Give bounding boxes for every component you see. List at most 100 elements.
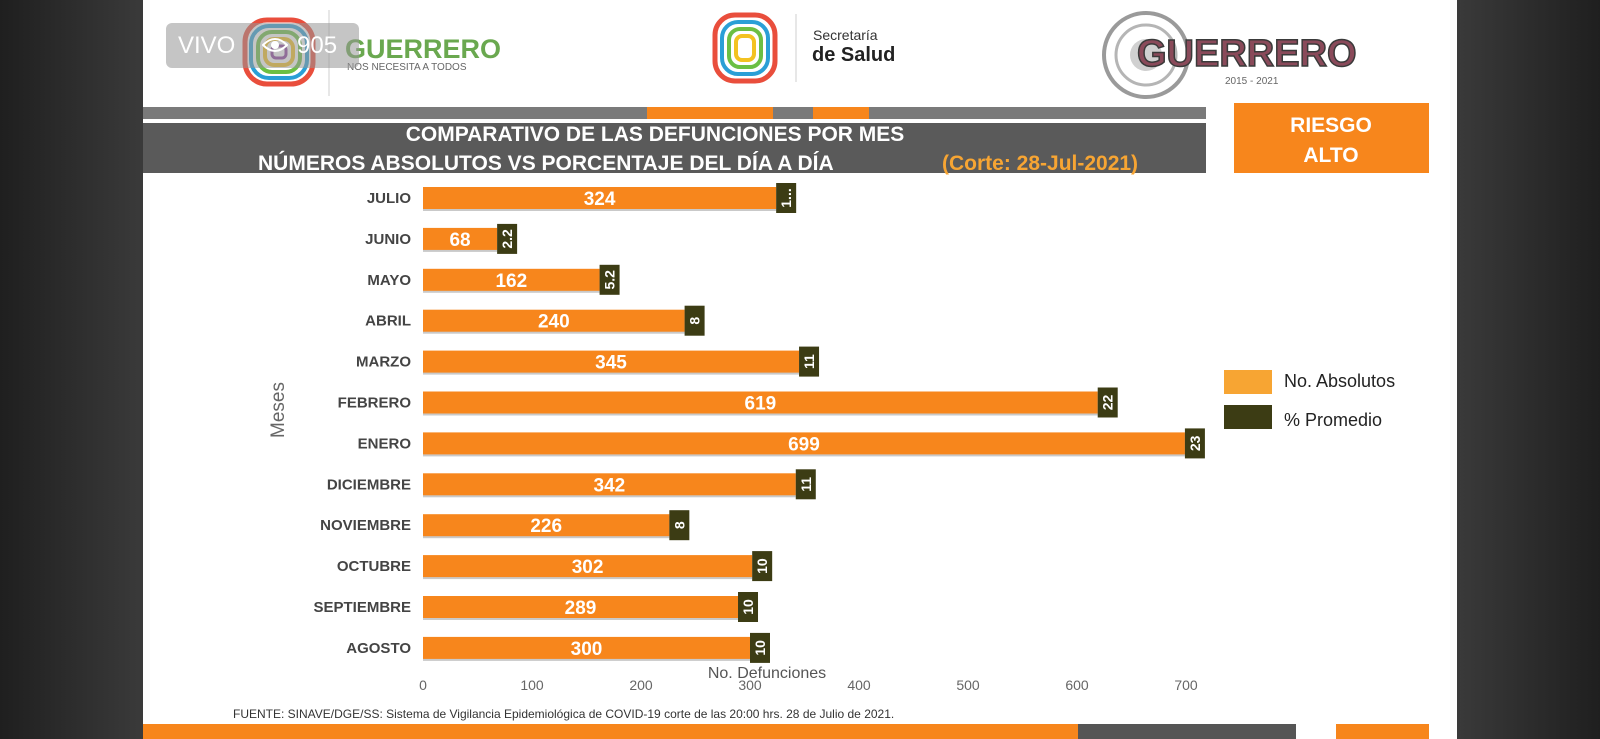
bar-absolutos-label: 300 xyxy=(571,639,603,660)
right-logo-text: GUERRERO xyxy=(1137,33,1357,75)
bar-promedio xyxy=(776,183,797,213)
legend-label-absolutos: No. Absolutos xyxy=(1284,371,1395,391)
category-label: SEPTIEMBRE xyxy=(313,599,411,616)
bar-absolutos xyxy=(423,432,1185,455)
stripe-orange-2 xyxy=(813,107,869,119)
x-tick-label: 100 xyxy=(520,677,544,693)
risk-box xyxy=(1234,103,1429,173)
bar-promedio xyxy=(669,510,690,541)
chart: GUERRERO NOS NECESITA A TODOS Secretaría… xyxy=(143,10,1429,739)
legend-swatch-promedio xyxy=(1224,405,1272,429)
bar-promedio-label: 11 xyxy=(798,477,814,492)
right-logo-years: 2015 - 2021 xyxy=(1225,76,1279,87)
legend-swatch-absolutos xyxy=(1224,370,1272,394)
x-tick-label: 300 xyxy=(738,677,762,693)
legend: No. Absolutos % Promedio xyxy=(1224,370,1395,430)
bar-absolutos-label: 302 xyxy=(572,557,604,578)
bar-absolutos xyxy=(423,187,777,209)
eye-icon xyxy=(262,38,288,52)
bar-absolutos-label: 68 xyxy=(449,230,470,251)
bar-promedio xyxy=(738,592,759,622)
title-banner xyxy=(143,123,1206,173)
bar-absolutos xyxy=(423,268,600,291)
left-logo-subtitle: NOS NECESITA A TODOS xyxy=(347,62,467,73)
bar-promedio xyxy=(795,469,816,500)
category-label: MARZO xyxy=(356,354,411,371)
viewer-count: 905 xyxy=(297,32,338,59)
screen-frame-left xyxy=(0,0,143,739)
bar-absolutos-label: 162 xyxy=(495,271,527,292)
bar-promedio xyxy=(1184,428,1205,459)
bottom-stripe-orange-right xyxy=(1336,724,1429,739)
bar-absolutos xyxy=(423,309,685,332)
category-label: AGOSTO xyxy=(346,640,411,657)
x-axis-title: No. Defunciones xyxy=(708,665,826,682)
stripe-orange-1 xyxy=(647,107,773,119)
banner-title-line1: COMPARATIVO DE LAS DEFUNCIONES POR MES xyxy=(406,123,905,146)
bar-absolutos-label: 289 xyxy=(565,598,597,619)
x-tick-label: 0 xyxy=(419,677,427,693)
banner-cutoff-date: (Corte: 28-Jul-2021) xyxy=(942,152,1138,175)
category-label: JUNIO xyxy=(365,231,411,248)
bar-absolutos-label: 345 xyxy=(595,353,627,374)
bottom-stripe-gray xyxy=(1078,724,1296,739)
category-label: FEBRERO xyxy=(338,395,412,412)
bar-promedio-label: 8 xyxy=(671,521,687,529)
center-logo-line1: Secretaría xyxy=(813,27,878,43)
bar-promedio-label: 22 xyxy=(1100,395,1116,411)
bar-absolutos xyxy=(423,555,753,578)
bar-promedio-label: 11 xyxy=(801,354,817,369)
bar-absolutos xyxy=(423,596,739,618)
category-label: JULIO xyxy=(367,190,412,207)
bar-promedio-label: 1... xyxy=(778,188,794,207)
bar-absolutos-label: 240 xyxy=(538,312,570,333)
source-note: FUENTE: SINAVE/DGE/SS: Sistema de Vigila… xyxy=(233,707,895,721)
bar-promedio-label: 23 xyxy=(1187,435,1203,451)
bar-promedio xyxy=(752,551,773,582)
bar-absolutos-label: 342 xyxy=(594,475,626,496)
x-tick-label: 700 xyxy=(1174,677,1198,693)
category-label: DICIEMBRE xyxy=(327,476,411,493)
bottom-stripe-orange xyxy=(143,724,1078,739)
bar-absolutos xyxy=(423,514,670,537)
bar-promedio xyxy=(497,223,518,254)
banner-title-line2: NÚMEROS ABSOLUTOS VS PORCENTAJE DEL DÍA … xyxy=(258,151,834,175)
bar-promedio-label: 8 xyxy=(687,317,703,325)
legend-label-promedio: % Promedio xyxy=(1284,410,1382,430)
bar-absolutos-label: 619 xyxy=(745,394,777,415)
center-logo-line2: de Salud xyxy=(812,44,895,66)
guerrero-logo-right: GUERRERO 2015 - 2021 xyxy=(1102,11,1357,99)
category-label: ABRIL xyxy=(365,313,411,330)
bar-absolutos xyxy=(423,391,1098,414)
bar-absolutos-label: 699 xyxy=(788,434,820,455)
left-logo-text: GUERRERO xyxy=(345,34,501,64)
bar-promedio xyxy=(684,305,705,336)
bar-promedio-label: 2.2 xyxy=(499,229,515,249)
category-label: OCTUBRE xyxy=(337,558,411,575)
live-viewers-badge: VIVO 905 xyxy=(166,23,359,68)
bar-promedio-label: 10 xyxy=(752,640,768,656)
x-tick-label: 500 xyxy=(956,677,980,693)
bar-promedio xyxy=(750,632,770,663)
x-tick-label: 600 xyxy=(1065,677,1089,693)
bar-absolutos-label: 324 xyxy=(584,189,616,210)
x-tick-label: 200 xyxy=(629,677,653,693)
bar-absolutos xyxy=(423,636,750,659)
bar-promedio-label: 5.2 xyxy=(602,270,618,290)
risk-line1: RIESGO xyxy=(1290,114,1372,137)
category-label: NOVIEMBRE xyxy=(320,517,411,534)
risk-line2: ALTO xyxy=(1303,144,1358,167)
bar-absolutos xyxy=(423,473,796,496)
bar-promedio xyxy=(1097,387,1118,418)
bar-promedio-label: 10 xyxy=(754,558,770,574)
bar-promedio xyxy=(599,264,620,295)
category-label: ENERO xyxy=(358,435,412,452)
bar-absolutos xyxy=(423,350,800,373)
x-tick-label: 400 xyxy=(847,677,871,693)
category-label: MAYO xyxy=(367,272,411,289)
y-axis-title: Meses xyxy=(268,382,289,438)
screen-frame-right xyxy=(1457,0,1600,739)
bar-promedio-label: 10 xyxy=(740,599,756,615)
secretaria-de-salud-logo: Secretaría de Salud xyxy=(712,12,895,84)
live-label: VIVO xyxy=(178,32,236,59)
